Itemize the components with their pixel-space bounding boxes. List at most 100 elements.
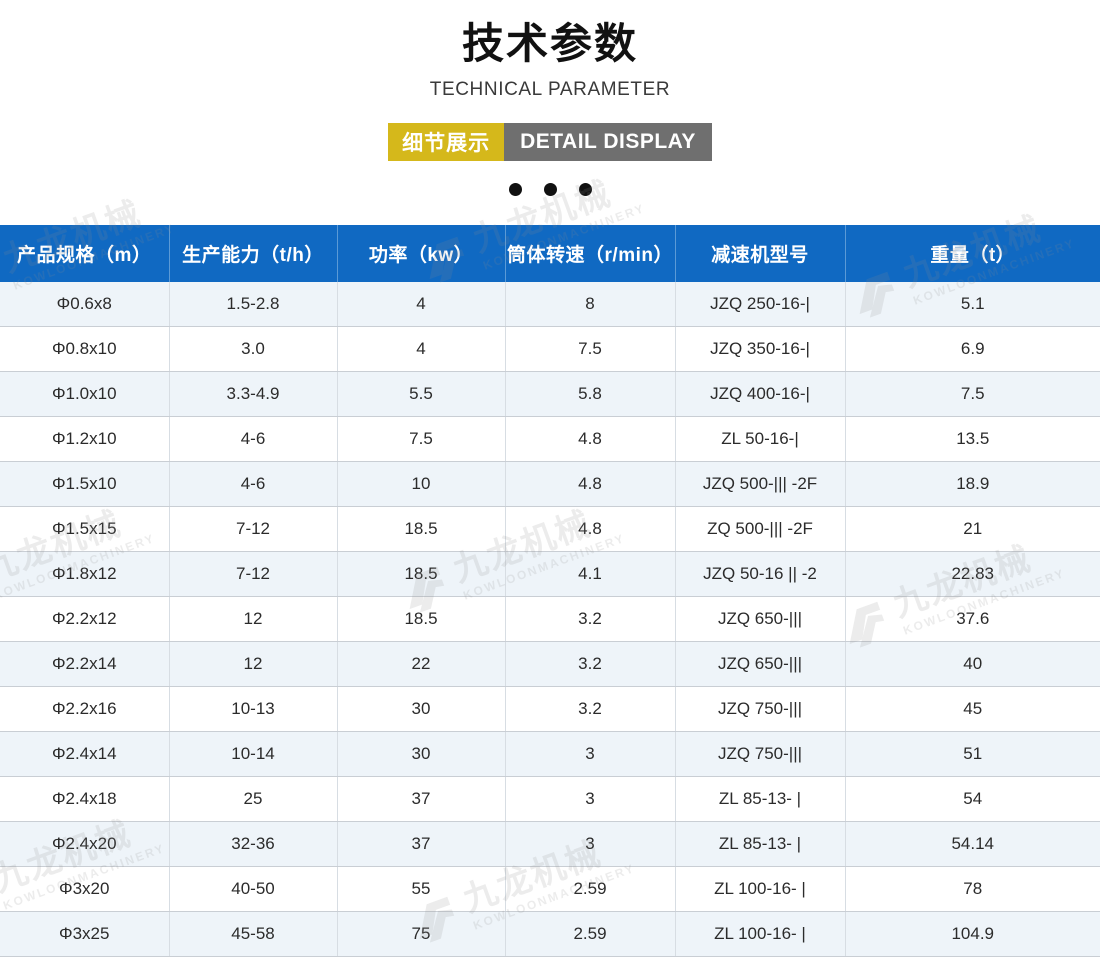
dot-icon [508, 182, 522, 196]
cell-power: 4 [337, 326, 506, 372]
cell-power: 7.5 [337, 416, 506, 462]
cell-reducer-model: JZQ 400-16-| [675, 371, 846, 417]
table-row: Φ2.4x18 25 37 3 ZL 85-13- | 54 [0, 776, 1100, 822]
cell-weight: 7.5 [845, 371, 1100, 417]
cell-product-spec: Φ3x20 [0, 866, 170, 912]
cell-power: 22 [337, 641, 506, 687]
cell-reducer-model: ZL 85-13- | [675, 776, 846, 822]
table-row: Φ1.8x12 7-12 18.5 4.1 JZQ 50-16 || -2 22.83 [0, 551, 1100, 597]
table-row: Φ2.2x16 10-13 30 3.2 JZQ 750-||| 45 [0, 686, 1100, 732]
page-title-cn: 技术参数 [461, 20, 638, 67]
cell-product-spec: Φ2.4x18 [0, 776, 170, 822]
cell-capacity: 25 [169, 776, 338, 822]
column-header-product-spec: 产品规格（m） [0, 224, 170, 282]
table-row: Φ2.4x20 32-36 37 3 ZL 85-13- | 54.14 [0, 821, 1100, 867]
cell-capacity: 10-14 [169, 731, 338, 777]
cell-weight: 6.9 [845, 326, 1100, 372]
cell-product-spec: Φ2.4x14 [0, 731, 170, 777]
cell-weight: 40 [845, 641, 1100, 687]
cell-product-spec: Φ2.4x20 [0, 821, 170, 867]
column-header-capacity: 生产能力（t/h） [169, 224, 338, 282]
table-row: Φ2.2x14 12 22 3.2 JZQ 650-||| 40 [0, 641, 1100, 687]
cell-reducer-model: JZQ 50-16 || -2 [675, 551, 846, 597]
cell-capacity: 1.5-2.8 [169, 281, 338, 327]
cell-reducer-model: JZQ 750-||| [675, 731, 846, 777]
column-header-weight: 重量（t） [845, 224, 1100, 282]
page-header: 技术参数 TECHNICAL PARAMETER 细节展示 DETAIL DIS… [0, 0, 1100, 196]
cell-power: 4 [337, 281, 506, 327]
cell-weight: 78 [845, 866, 1100, 912]
cell-drum-speed: 2.59 [505, 911, 676, 957]
cell-weight: 104.9 [845, 911, 1100, 957]
cell-reducer-model: JZQ 650-||| [675, 641, 846, 687]
cell-weight: 5.1 [845, 281, 1100, 327]
cell-weight: 21 [845, 506, 1100, 552]
cell-capacity: 3.0 [169, 326, 338, 372]
cell-reducer-model: ZL 50-16-| [675, 416, 846, 462]
cell-capacity: 7-12 [169, 551, 338, 597]
cell-power: 5.5 [337, 371, 506, 417]
cell-reducer-model: ZL 85-13- | [675, 821, 846, 867]
cell-power: 55 [337, 866, 506, 912]
cell-product-spec: Φ1.5x10 [0, 461, 170, 507]
badge: 细节展示 DETAIL DISPLAY [388, 122, 712, 161]
cell-reducer-model: JZQ 750-||| [675, 686, 846, 732]
cell-product-spec: Φ1.2x10 [0, 416, 170, 462]
cell-drum-speed: 5.8 [505, 371, 676, 417]
cell-reducer-model: JZQ 350-16-| [675, 326, 846, 372]
cell-power: 37 [337, 776, 506, 822]
table-row: Φ3x25 45-58 75 2.59 ZL 100-16- | 104.9 [0, 911, 1100, 957]
cell-product-spec: Φ0.8x10 [0, 326, 170, 372]
cell-product-spec: Φ2.2x16 [0, 686, 170, 732]
cell-capacity: 4-6 [169, 416, 338, 462]
table-row: Φ3x20 40-50 55 2.59 ZL 100-16- | 78 [0, 866, 1100, 912]
column-header-drum-speed: 筒体转速（r/min） [505, 224, 676, 282]
cell-drum-speed: 4.1 [505, 551, 676, 597]
table-row: Φ2.2x12 12 18.5 3.2 JZQ 650-||| 37.6 [0, 596, 1100, 642]
dot-icon [578, 182, 592, 196]
column-header-reducer-model: 减速机型号 [675, 224, 846, 282]
cell-power: 18.5 [337, 596, 506, 642]
detail-display-banner: 细节展示 DETAIL DISPLAY [0, 122, 1100, 161]
cell-power: 30 [337, 731, 506, 777]
spec-table: 产品规格（m） 生产能力（t/h） 功率（kw） 筒体转速（r/min） 减速机… [0, 224, 1100, 957]
cell-drum-speed: 3 [505, 821, 676, 867]
badge-label-cn: 细节展示 [388, 122, 505, 161]
cell-capacity: 12 [169, 596, 338, 642]
table-row: Φ2.4x14 10-14 30 3 JZQ 750-||| 51 [0, 731, 1100, 777]
cell-capacity: 4-6 [169, 461, 338, 507]
cell-drum-speed: 3.2 [505, 596, 676, 642]
cell-product-spec: Φ1.5x15 [0, 506, 170, 552]
dot-separator [0, 182, 1100, 196]
cell-capacity: 12 [169, 641, 338, 687]
cell-weight: 54 [845, 776, 1100, 822]
cell-capacity: 10-13 [169, 686, 338, 732]
badge-label-en: DETAIL DISPLAY [504, 122, 712, 161]
cell-weight: 51 [845, 731, 1100, 777]
cell-power: 18.5 [337, 551, 506, 597]
cell-power: 30 [337, 686, 506, 732]
spec-table-body: Φ0.6x8 1.5-2.8 4 8 JZQ 250-16-| 5.1 Φ0.8x10 3.… [0, 281, 1100, 957]
cell-drum-speed: 3 [505, 731, 676, 777]
cell-capacity: 32-36 [169, 821, 338, 867]
cell-weight: 18.9 [845, 461, 1100, 507]
cell-drum-speed: 8 [505, 281, 676, 327]
cell-reducer-model: JZQ 500-||| -2F [675, 461, 846, 507]
cell-product-spec: Φ1.8x12 [0, 551, 170, 597]
cell-reducer-model: ZL 100-16- | [675, 866, 846, 912]
cell-drum-speed: 3 [505, 776, 676, 822]
cell-weight: 54.14 [845, 821, 1100, 867]
cell-reducer-model: JZQ 250-16-| [675, 281, 846, 327]
cell-power: 18.5 [337, 506, 506, 552]
cell-drum-speed: 4.8 [505, 506, 676, 552]
cell-drum-speed: 4.8 [505, 461, 676, 507]
cell-product-spec: Φ3x25 [0, 911, 170, 957]
cell-capacity: 45-58 [169, 911, 338, 957]
cell-drum-speed: 3.2 [505, 641, 676, 687]
cell-weight: 22.83 [845, 551, 1100, 597]
cell-reducer-model: ZQ 500-||| -2F [675, 506, 846, 552]
cell-reducer-model: JZQ 650-||| [675, 596, 846, 642]
cell-product-spec: Φ2.2x14 [0, 641, 170, 687]
table-row: Φ1.0x10 3.3-4.9 5.5 5.8 JZQ 400-16-| 7.5 [0, 371, 1100, 417]
